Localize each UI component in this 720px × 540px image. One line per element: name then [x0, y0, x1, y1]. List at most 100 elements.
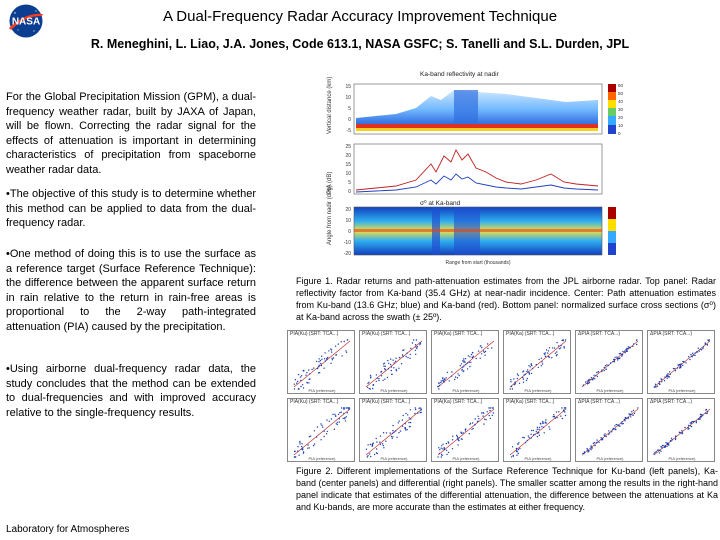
scatter-point: [674, 438, 677, 441]
scatter-point: [485, 419, 487, 421]
scatter-point: [554, 352, 557, 354]
scatter-point: [441, 377, 444, 379]
scatter-point: [460, 363, 463, 365]
scatter-point: [612, 429, 614, 431]
one-to-one-line: [509, 408, 567, 456]
scatter-point: [603, 369, 605, 372]
scatter-point: [465, 363, 467, 366]
scatter-point: [555, 355, 558, 357]
scatter-point: [403, 349, 405, 351]
scatter-point: [446, 371, 449, 374]
scatter-point: [523, 437, 525, 439]
scatter-point: [402, 355, 404, 358]
scatter-point: [330, 351, 333, 353]
scatter-point: [409, 357, 411, 359]
scatter-point: [343, 340, 345, 343]
footer-lab-name: Laboratory for Atmospheres: [6, 524, 130, 535]
scatter-point: [375, 437, 377, 440]
scatter-point: [464, 428, 467, 431]
fig1-bottom-title: σ⁰ at Ka-band: [420, 200, 461, 207]
svg-text:NASA: NASA: [12, 17, 40, 28]
scatter-point: [556, 341, 558, 344]
scatter-cell-title: PIA(Ku) (SRT: TCA...): [290, 399, 339, 405]
figure1-caption: Figure 1. Radar returns and path-attenua…: [296, 276, 716, 322]
scatter-plot: PIA (reference): [653, 408, 711, 461]
scatter-point: [698, 350, 700, 352]
scatter-point: [462, 360, 464, 362]
scatter-point: [483, 351, 485, 354]
svg-text:0: 0: [618, 131, 621, 136]
scatter-point: [372, 387, 374, 390]
scatter-point: [391, 432, 394, 435]
scatter-point: [707, 339, 709, 341]
scatter-point: [392, 424, 394, 427]
scatter-point: [618, 353, 621, 355]
scatter-point: [690, 421, 693, 423]
scatter-point: [299, 441, 301, 443]
scatter-point: [538, 426, 541, 429]
one-to-one-line: [509, 340, 567, 388]
scatter-point: [526, 377, 529, 380]
svg-text:-10: -10: [344, 240, 351, 246]
scatter-point: [462, 432, 464, 434]
scatter-point: [463, 370, 465, 372]
scatter-point: [536, 435, 539, 438]
scatter-point: [621, 354, 624, 356]
scatter-point: [596, 375, 599, 378]
scatter-point: [607, 364, 610, 367]
scatter-point: [302, 451, 305, 453]
scatter-point: [522, 381, 525, 383]
scatter-point: [308, 436, 310, 438]
scatter-cell-r1-c3: PIA(Ka) (SRT: TCA...) PIA (reference): [503, 398, 571, 462]
scatter-point: [469, 356, 471, 358]
scatter-point: [542, 420, 544, 423]
scatter-cell-title: PIA(Ka) (SRT: TCA...): [506, 331, 555, 337]
svg-text:10: 10: [345, 171, 351, 177]
scatter-point: [547, 352, 549, 354]
scatter-point: [446, 453, 448, 456]
scatter-point: [693, 420, 695, 423]
scatter-point: [563, 346, 565, 348]
scatter-point: [679, 363, 681, 366]
scatter-point: [514, 382, 516, 384]
scatter-point: [608, 430, 610, 432]
scatter-point: [664, 376, 666, 378]
scatter-point: [456, 435, 458, 438]
scatter-point: [340, 411, 342, 413]
scatter-point: [679, 432, 682, 434]
scatter-plot: PIA (reference): [365, 339, 423, 393]
scatter-point: [623, 418, 625, 421]
scatter-point: [318, 372, 321, 374]
scatter-point: [563, 407, 566, 409]
scatter-point: [674, 437, 677, 439]
scatter-point: [298, 388, 300, 390]
scatter-point: [627, 348, 629, 350]
scatter-point: [612, 360, 614, 363]
scatter-point: [393, 431, 395, 433]
scatter-point: [309, 435, 312, 437]
scatter-point: [544, 354, 546, 356]
scatter-point: [586, 383, 589, 385]
scatter-point: [702, 347, 704, 350]
scatter-point: [604, 433, 606, 435]
scatter-point: [301, 443, 303, 445]
scatter-point: [463, 360, 465, 362]
scatter-point: [367, 455, 369, 457]
fig1-pia-panel: 25 20 15 10 5 0: [345, 143, 603, 195]
scatter-point: [556, 354, 558, 356]
scatter-point: [419, 342, 421, 344]
scatter-point: [317, 366, 320, 368]
scatter-point: [320, 364, 323, 367]
scatter-point: [511, 446, 514, 448]
scatter-point: [528, 437, 530, 439]
fig1-top-title: Ka-band reflectivity at nadir: [420, 71, 499, 78]
fig1-sigma0-panel: 20 10 0 -10 -20 Range from start (thousa…: [344, 206, 616, 266]
scatter-point: [369, 374, 372, 377]
scatter-point: [461, 369, 463, 371]
scatter-point: [367, 444, 369, 446]
scatter-point: [477, 350, 480, 352]
scatter-point: [338, 421, 340, 423]
scatter-point: [616, 356, 618, 358]
scatter-point: [447, 451, 450, 454]
scatter-point: [601, 369, 603, 371]
